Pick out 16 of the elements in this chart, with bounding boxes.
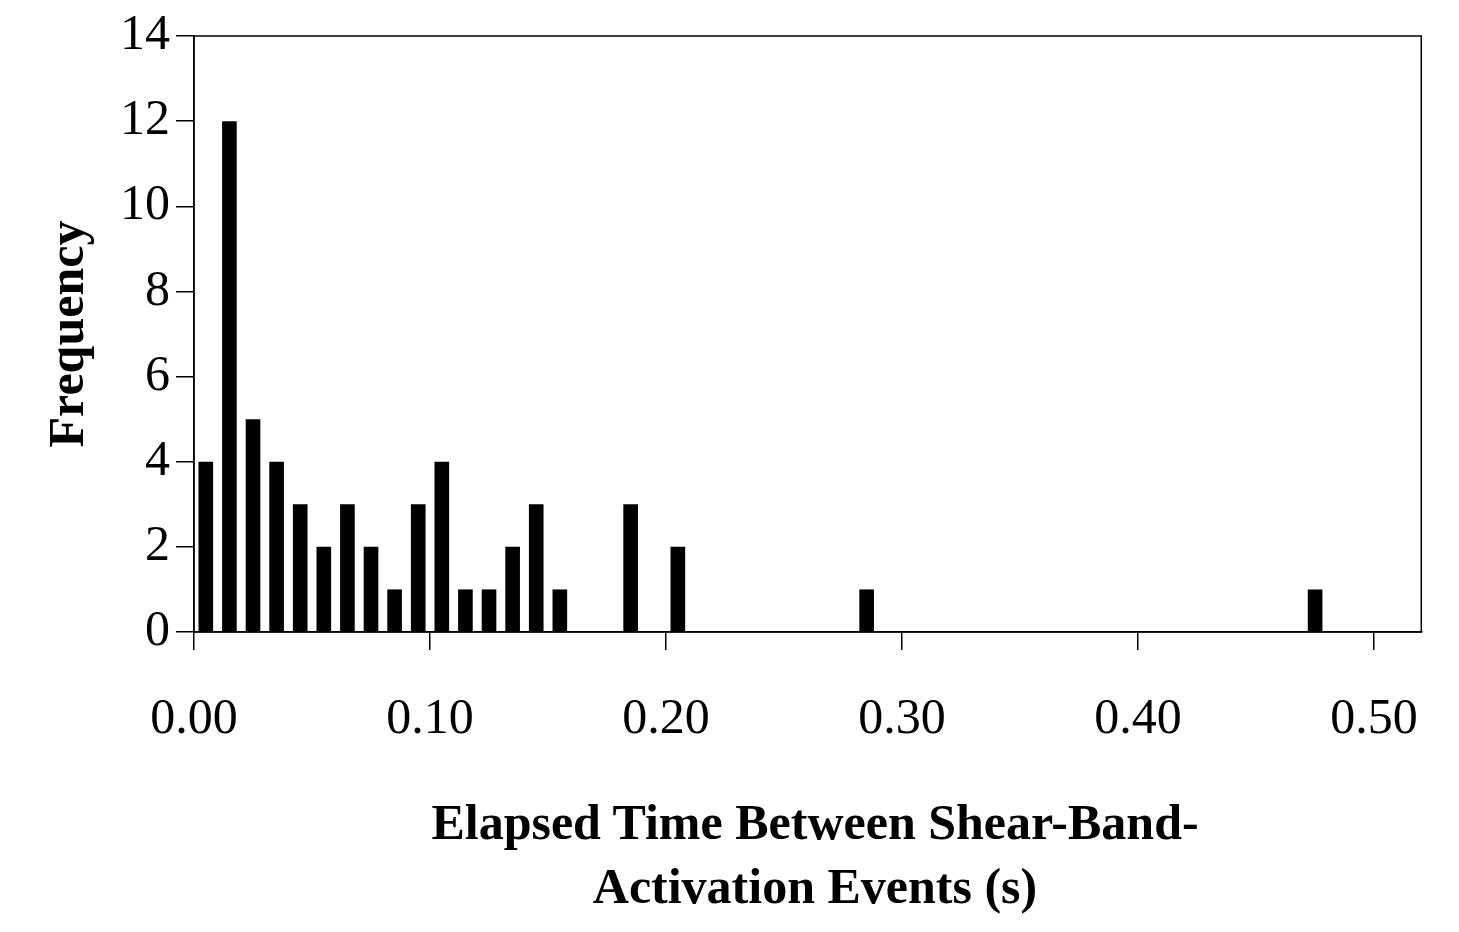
y-tick-label: 12 [120,89,170,146]
x-tick-label: 0.40 [1094,688,1182,745]
x-tick-label: 0.00 [150,688,238,745]
y-tick-label: 2 [145,514,170,571]
x-tick-label: 0.50 [1330,688,1418,745]
y-tick-label: 6 [145,344,170,401]
x-axis-title: Elapsed Time Between Shear-Band-Activation Events (s) [430,793,1200,916]
y-tick-label: 10 [120,174,170,231]
y-axis-title: Frequency [37,220,94,448]
x-tick-label: 0.30 [858,688,946,745]
y-tick-label: 0 [145,600,170,657]
y-tick-label: 8 [145,259,170,316]
y-tick-label: 14 [120,4,170,61]
x-tick-label: 0.20 [622,688,710,745]
y-tick-label: 4 [145,429,170,486]
x-tick-label: 0.10 [386,688,474,745]
